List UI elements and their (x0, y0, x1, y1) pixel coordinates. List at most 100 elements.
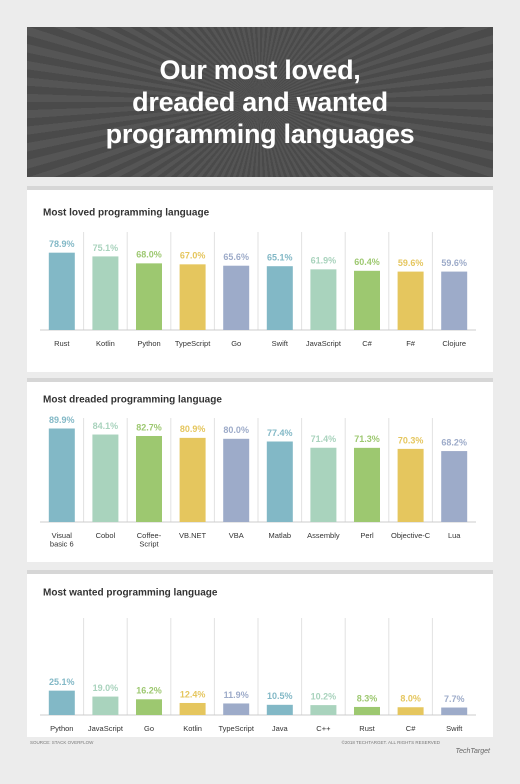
value-label: 65.1% (267, 253, 293, 263)
copyright: ©2018 TECHTARGET. ALL RIGHTS RESERVED (342, 739, 441, 745)
value-label: 19.0% (93, 683, 119, 693)
x-tick-label: JavaScript (88, 724, 124, 733)
logo: TechTarget (455, 748, 491, 755)
bar (310, 705, 337, 715)
value-label: 59.6% (398, 258, 424, 268)
x-tick-label: Matlab (269, 531, 292, 540)
value-label: 25.1% (49, 677, 75, 687)
x-tick-label: VBA (229, 531, 244, 540)
bar (136, 263, 162, 330)
header: Our most loved, dreaded and wanted progr… (27, 27, 493, 177)
value-label: 68.0% (136, 250, 162, 260)
bar (310, 269, 337, 330)
x-tick-label: Swift (446, 724, 463, 733)
bar (223, 703, 250, 715)
value-label: 10.5% (267, 691, 293, 701)
x-tick-label: Go (144, 724, 154, 733)
bar (354, 447, 380, 522)
header-title: Our most loved, dreaded and wanted progr… (105, 55, 415, 149)
bar (223, 438, 250, 522)
x-tick-label: Kotlin (96, 339, 115, 348)
value-label: 65.6% (223, 252, 249, 262)
bar (48, 252, 75, 330)
x-tick-label: Rust (359, 724, 375, 733)
value-label: 8.3% (357, 693, 378, 703)
value-label: 7.7% (444, 694, 465, 704)
value-label: 78.9% (49, 239, 75, 249)
x-tick-label: Go (231, 339, 241, 348)
bar (354, 706, 380, 715)
bar (266, 441, 293, 522)
value-label: 80.0% (223, 425, 249, 435)
bar (441, 451, 468, 522)
x-tick-label: C# (406, 724, 416, 733)
chart-title: Most wanted programming language (43, 588, 218, 599)
value-label: 84.1% (93, 421, 119, 431)
bar (266, 266, 293, 330)
bar (179, 264, 206, 330)
x-tick-label: Perl (360, 531, 374, 540)
value-label: 11.9% (224, 690, 249, 700)
x-tick-label: Kotlin (183, 724, 202, 733)
source: SOURCE: STACK OVERFLOW (30, 740, 94, 745)
x-tick-label: F# (406, 339, 416, 348)
x-tick-label: Cobol (96, 531, 116, 540)
x-tick-label: C# (362, 339, 372, 348)
bar (310, 447, 337, 522)
value-label: 67.0% (180, 251, 206, 261)
x-tick-label: Visual basic 6 (50, 531, 74, 549)
bar (354, 270, 380, 330)
bar (92, 696, 119, 715)
chart-title: Most loved programming language (43, 208, 210, 219)
x-tick-label: Swift (272, 339, 289, 348)
x-tick-label: C++ (316, 724, 331, 733)
value-label: 80.9% (180, 424, 206, 434)
bar (266, 704, 293, 715)
bar (397, 448, 424, 522)
x-tick-label: TypeScript (175, 339, 211, 348)
x-tick-label: Python (50, 724, 73, 733)
x-tick-label: VB.NET (179, 531, 207, 540)
bar (441, 707, 468, 715)
value-label: 10.2% (311, 691, 337, 701)
value-label: 16.2% (136, 686, 162, 696)
bar (48, 428, 75, 522)
bar (397, 707, 424, 715)
value-label: 82.7% (136, 422, 162, 432)
value-label: 75.1% (93, 243, 119, 253)
bar (441, 271, 468, 330)
value-label: 12.4% (180, 689, 206, 699)
bar (136, 699, 162, 715)
chart-title: Most dreaded programming language (43, 395, 222, 406)
x-tick-label: JavaScript (306, 339, 342, 348)
bar (179, 702, 206, 715)
x-tick-label: Python (137, 339, 160, 348)
bar (136, 435, 162, 522)
value-label: 89.9% (49, 415, 75, 425)
value-label: 8.0% (400, 694, 421, 704)
bar (48, 690, 75, 715)
x-tick-label: Java (272, 724, 289, 733)
bar (92, 434, 119, 522)
bar (397, 271, 424, 330)
x-tick-label: Lua (448, 531, 461, 540)
bar (92, 256, 119, 330)
x-tick-label: Clojure (442, 339, 466, 348)
value-label: 71.3% (354, 434, 380, 444)
value-label: 68.2% (441, 437, 467, 447)
value-label: 61.9% (311, 256, 337, 266)
bar (223, 265, 250, 330)
value-label: 59.6% (441, 258, 467, 268)
bar (179, 437, 206, 522)
x-tick-label: TypeScript (218, 724, 254, 733)
x-tick-label: Objective-C (391, 531, 431, 540)
value-label: 70.3% (398, 435, 424, 445)
value-label: 60.4% (354, 257, 380, 267)
value-label: 71.4% (311, 434, 337, 444)
x-tick-label: Coffee-Script (137, 531, 162, 549)
value-label: 77.4% (267, 428, 293, 438)
x-tick-label: Assembly (307, 531, 340, 540)
x-tick-label: Rust (54, 339, 70, 348)
